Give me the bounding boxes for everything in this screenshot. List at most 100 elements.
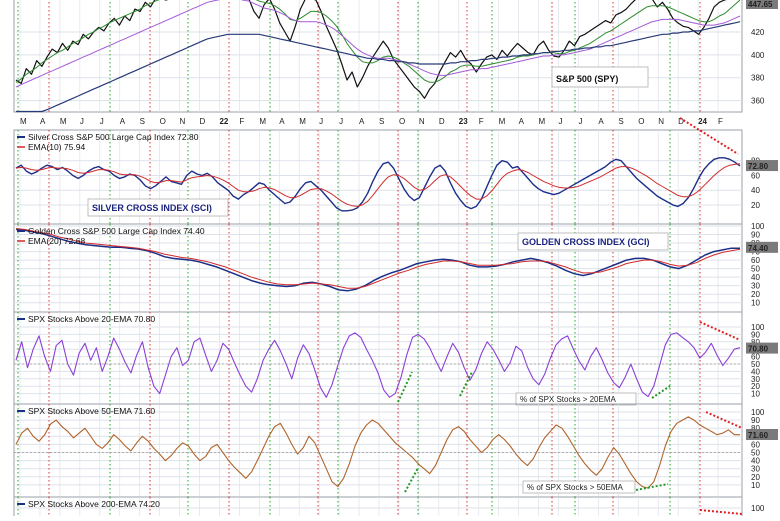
- y-tick-label: 10: [751, 299, 760, 308]
- y-tick-label: 40: [751, 186, 760, 195]
- series-line-ema20: [15, 228, 741, 289]
- x-axis-label: A: [120, 117, 126, 126]
- annotation-box: [87, 198, 229, 217]
- annotation-box: [522, 480, 636, 494]
- x-axis-label: J: [100, 117, 104, 126]
- x-axis-label: O: [399, 117, 405, 126]
- x-axis-label: J: [80, 117, 84, 126]
- x-axis-label: S: [140, 117, 145, 126]
- y-tick-label: 80: [751, 338, 760, 347]
- last-value-box: [746, 342, 778, 354]
- y-tick-label: 100: [751, 408, 765, 417]
- series-line-ema_purple: [15, 0, 741, 88]
- x-axis-label: A: [279, 117, 285, 126]
- x-axis-label: A: [598, 117, 604, 126]
- y-tick-label: 50: [751, 360, 760, 369]
- y-tick-label: 90: [751, 416, 760, 425]
- y-tick-label: 40: [751, 367, 760, 376]
- series-line-gci: [15, 228, 740, 292]
- x-axis-label: M: [299, 117, 306, 126]
- x-axis-label: 24: [698, 117, 707, 126]
- annotation-box: [517, 232, 669, 251]
- last-value-box: [746, 0, 778, 9]
- series-line-ema_green: [15, 0, 741, 83]
- series-line-pct50: [15, 416, 740, 489]
- panel-legend-ema: EMA(10) 75.94: [28, 142, 85, 152]
- y-tick-label: 360: [751, 97, 765, 106]
- x-axis-label: A: [40, 117, 46, 126]
- y-tick-label: 100: [751, 323, 765, 332]
- divergence-marker-red: [705, 411, 743, 429]
- annotation-box: [515, 392, 637, 406]
- y-tick-label: 50: [751, 449, 760, 458]
- y-tick-label: 20: [751, 290, 760, 299]
- y-tick-label: 380: [751, 74, 765, 83]
- x-axis-label: F: [479, 117, 484, 126]
- y-tick-label: 50: [751, 265, 760, 274]
- divergence-marker-red: [699, 509, 743, 515]
- x-axis-label: D: [678, 117, 684, 126]
- x-axis-label: O: [160, 117, 166, 126]
- y-tick-label: 40: [751, 273, 760, 282]
- y-tick-label: 10: [751, 390, 760, 399]
- divergence-marker-red: [679, 117, 739, 155]
- x-axis-label: J: [559, 117, 563, 126]
- x-axis-label: A: [519, 117, 525, 126]
- y-tick-label: 90: [751, 330, 760, 339]
- series-line-sma_navy: [16, 21, 741, 113]
- last-value-box: [746, 241, 778, 253]
- x-axis-label: S: [379, 117, 384, 126]
- y-tick-label: 400: [751, 51, 765, 60]
- x-axis-label: J: [339, 117, 343, 126]
- divergence-marker-green: [635, 483, 669, 491]
- last-value-label: 71.60: [748, 431, 769, 440]
- y-tick-label: 20: [751, 201, 760, 210]
- x-axis-label: M: [20, 117, 27, 126]
- y-tick-label: 100: [751, 504, 765, 513]
- last-value-label: 70.80: [748, 345, 769, 354]
- x-axis-label: S: [618, 117, 623, 126]
- x-axis-label: M: [539, 117, 546, 126]
- x-axis-label: J: [578, 117, 582, 126]
- divergence-marker-green: [459, 371, 473, 397]
- x-axis-label: F: [718, 117, 723, 126]
- panel-legend-ema: EMA(20) 72.68: [28, 236, 85, 246]
- panel-header: SPX Stocks Above 20-EMA 70.80: [28, 314, 155, 324]
- y-tick-label: 90: [751, 231, 760, 240]
- x-axis-label: J: [319, 117, 323, 126]
- x-axis-label: 23: [459, 117, 468, 126]
- annotation-label: S&P 500 (SPY): [556, 74, 618, 84]
- last-value-label: 74.40: [748, 244, 769, 253]
- y-tick-label: 10: [751, 481, 760, 490]
- annotation-label: % of SPX Stocks > 20EMA: [520, 395, 616, 404]
- last-value-box: [746, 160, 778, 172]
- annotation-label: % of SPX Stocks > 50EMA: [527, 483, 623, 492]
- annotation-label: SILVER CROSS INDEX (SCI): [92, 203, 212, 213]
- y-tick-label: 20: [751, 382, 760, 391]
- panel-header: Golden Cross S&P 500 Large Cap Index 74.…: [28, 226, 205, 236]
- series-line-pct20: [15, 332, 741, 398]
- panel-header: Silver Cross S&P 500 Large Cap Index 72.…: [28, 132, 199, 142]
- annotation-label: GOLDEN CROSS INDEX (GCI): [522, 237, 650, 247]
- y-tick-label: 420: [751, 28, 765, 37]
- y-tick-label: 60: [751, 256, 760, 265]
- divergence-marker-red: [699, 321, 741, 341]
- y-tick-label: 60: [751, 171, 760, 180]
- y-tick-label: 80: [751, 424, 760, 433]
- y-tick-label: 40: [751, 457, 760, 466]
- x-axis-label: M: [60, 117, 67, 126]
- x-axis-label: D: [439, 117, 445, 126]
- last-value-box: [746, 429, 778, 441]
- y-tick-label: 30: [751, 282, 760, 291]
- x-axis-label: O: [638, 117, 644, 126]
- y-tick-label: 60: [751, 440, 760, 449]
- y-tick-label: 100: [751, 222, 765, 231]
- y-tick-label: 30: [751, 465, 760, 474]
- series-line-ema10: [15, 163, 741, 207]
- y-tick-label: 60: [751, 353, 760, 362]
- divergence-marker-green: [404, 467, 419, 493]
- x-axis-label: N: [658, 117, 664, 126]
